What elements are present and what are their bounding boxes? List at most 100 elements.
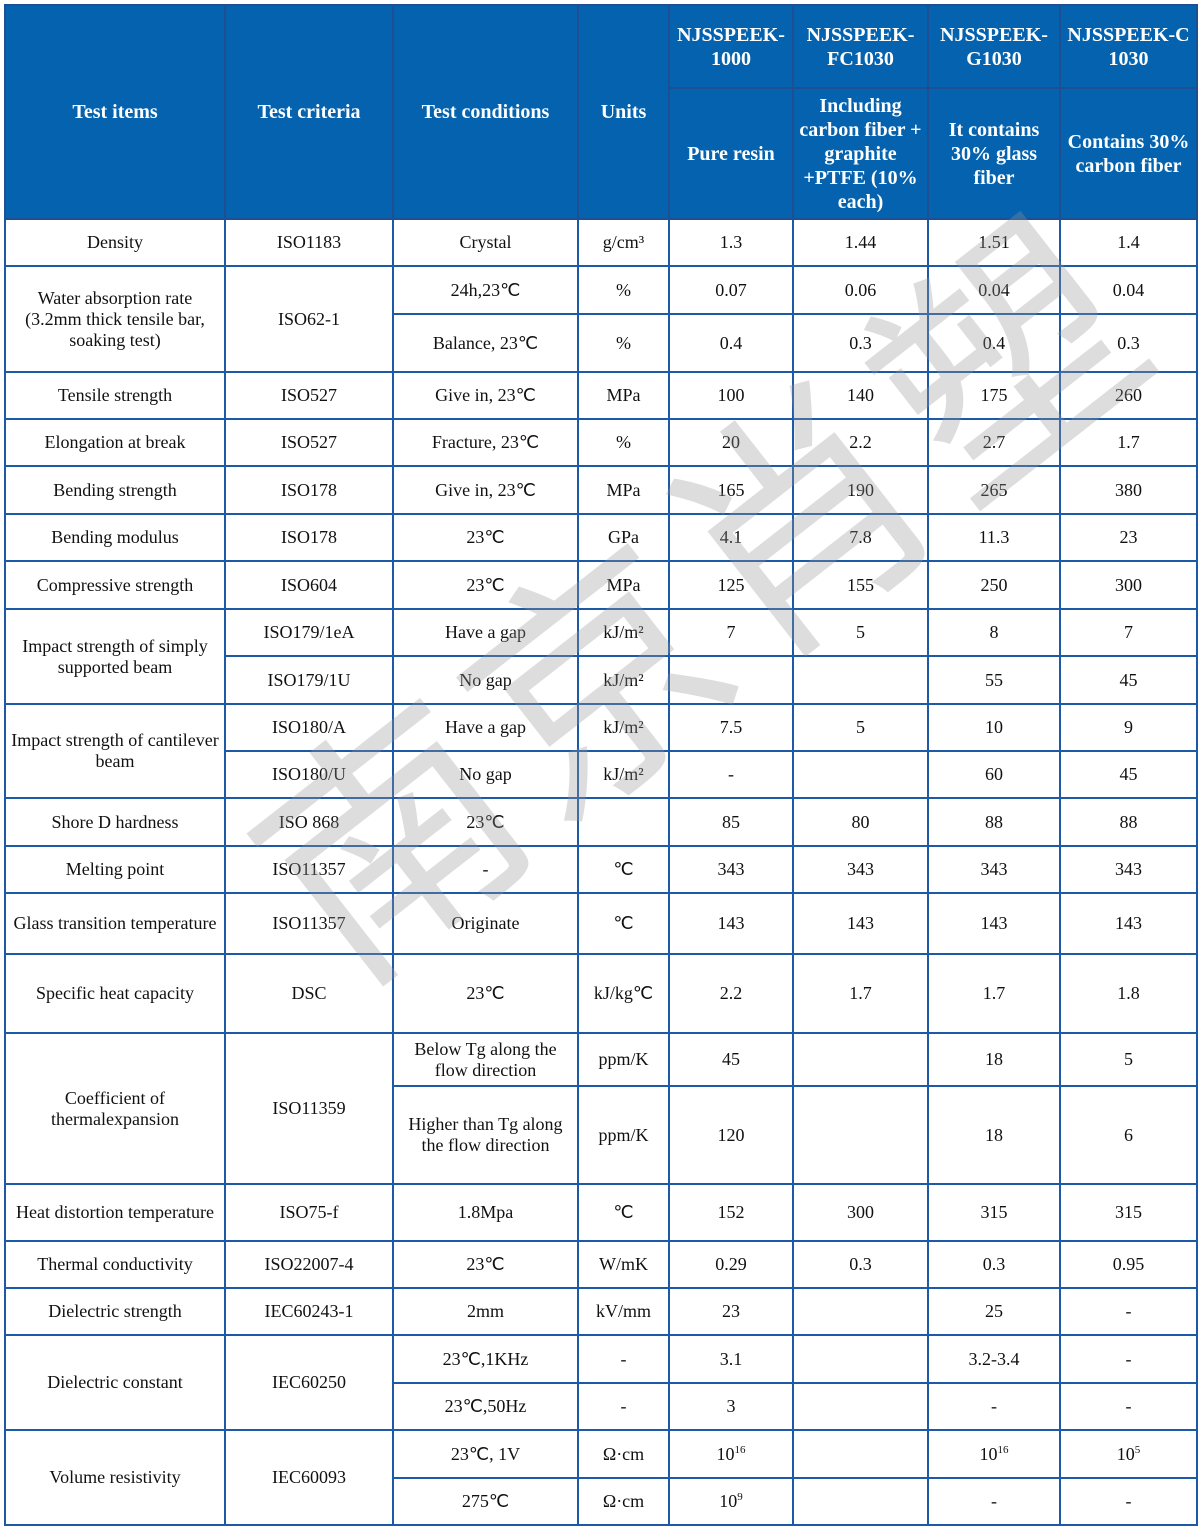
cell-text: 7 — [726, 622, 736, 642]
table-cell: 175 — [927, 371, 1061, 420]
table-cell: ISO178 — [224, 465, 394, 515]
cell-text: ISO75-f — [279, 1202, 339, 1222]
table-cell: Dielectric constant — [4, 1334, 226, 1431]
table-cell: % — [577, 418, 670, 467]
cell-text: Bending modulus — [51, 527, 179, 547]
cell-text: 300 — [1115, 574, 1142, 595]
cell-text: 9 — [1124, 717, 1133, 737]
table-cell: W/mK — [577, 1240, 670, 1289]
cell-text: 45 — [1119, 669, 1138, 690]
cell-text: kJ/m² — [603, 622, 644, 642]
table-cell: - — [392, 845, 579, 894]
table-cell: 85 — [668, 797, 794, 847]
table-cell: 9 — [1059, 703, 1198, 752]
table-cell: 60 — [927, 750, 1061, 799]
table-row: Water absorption rate (3.2mm thick tensi… — [4, 265, 1198, 373]
table-cell: Ω·cm — [577, 1477, 670, 1526]
table-cell: 88 — [1059, 797, 1198, 847]
table-cell: ℃ — [577, 1183, 670, 1242]
cell-text: Heat distortion temperature — [16, 1202, 214, 1222]
table-cell: 0.29 — [668, 1240, 794, 1289]
table-cell: 23℃ — [392, 560, 579, 610]
table-cell: 7 — [1059, 608, 1198, 657]
table-cell: Glass transition temperature — [4, 892, 226, 955]
cell-text: - — [1125, 1491, 1132, 1511]
table-cell: Elongation at break — [4, 418, 226, 467]
table-cell: MPa — [577, 465, 670, 515]
table-row: Bending modulus ISO178 23℃ GPa 4.1 7.8 11.3 23 — [4, 513, 1198, 562]
cell-text: kJ/kg℃ — [593, 983, 654, 1003]
table-row: Elongation at break ISO527 Fracture, 23℃% 2… — [4, 418, 1198, 467]
table-row: Coefficient of thermalexpansion ISO11359 B… — [4, 1032, 1198, 1185]
cell-text: Shore D hardness — [51, 811, 179, 832]
table-cell: 1016 — [927, 1429, 1061, 1479]
table-cell — [577, 797, 670, 847]
table-cell: GPa — [577, 513, 670, 562]
table-cell: 23℃ — [392, 797, 579, 847]
cell-text: No gap — [459, 764, 512, 784]
cell-text: 125 — [717, 574, 745, 595]
table-cell: 275℃ — [392, 1477, 579, 1526]
table-cell: 0.3 — [927, 1240, 1061, 1289]
cell-text: 10 — [1116, 1443, 1135, 1464]
table-body: Density ISO1183 Crystal g/cm³ 1.3 1.44 1.51 1.4… — [4, 218, 1198, 1526]
table-cell: 1.7 — [792, 953, 929, 1034]
cell-text: 23℃, 1V — [450, 1443, 521, 1464]
table-cell: 152 — [668, 1183, 794, 1242]
cell-text: Below Tg along the flow direction — [414, 1038, 557, 1080]
cell-text: DSC — [291, 983, 327, 1003]
header-product-desc: Including carbon fiber + graphite +PTFE … — [792, 87, 929, 220]
cell-text: Have a gap — [445, 717, 526, 737]
cell-text: 190 — [847, 479, 874, 500]
cell-text: ISO178 — [280, 527, 337, 547]
cell-text: 0.3 — [1117, 332, 1140, 353]
table-cell: - — [1059, 1382, 1198, 1431]
cell-text: 3.1 — [719, 1348, 743, 1369]
cell-text: ISO179/1eA — [263, 622, 355, 642]
cell-text: - — [991, 1491, 997, 1511]
table-cell: Give in, 23℃ — [392, 465, 579, 515]
cell-text: kJ/m² — [603, 669, 644, 690]
table-cell: - — [1059, 1287, 1198, 1336]
cell-text: g/cm³ — [602, 232, 645, 252]
table-row: 275℃ Ω·cm 109 - - — [5, 1477, 1198, 1526]
cell-text: 1.7 — [849, 983, 872, 1003]
table-row: Melting point ISO11357 - ℃ 343 343 343 343 — [4, 845, 1198, 894]
cell-text: Bending strength — [53, 479, 177, 500]
cell-text: - — [620, 1348, 627, 1369]
cell-text: ISO11357 — [272, 859, 346, 879]
table-cell: Higher than Tg along the flow direction — [392, 1085, 579, 1185]
table-cell: ℃ — [577, 892, 670, 955]
cell-text: ISO527 — [280, 432, 337, 452]
cell-text: Volume resistivity — [49, 1467, 181, 1487]
table-cell: 4.1 — [668, 513, 794, 562]
table-cell: 7 — [668, 608, 794, 657]
table-cell: Give in, 23℃ — [392, 371, 579, 420]
cell-exponent: 9 — [737, 1491, 743, 1503]
cell-text: Tensile strength — [57, 385, 173, 405]
table-cell: 2.7 — [927, 418, 1061, 467]
cell-text: MPa — [606, 479, 641, 500]
table-cell: 315 — [927, 1183, 1061, 1242]
table-cell: DSC — [224, 953, 394, 1034]
cell-text: 0.4 — [719, 332, 743, 353]
cell-exponent: 16 — [734, 1443, 746, 1456]
table-cell: ISO179/1eA — [224, 608, 394, 657]
table-cell — [792, 1032, 929, 1087]
cell-text: - — [482, 859, 489, 879]
table-cell: 0.04 — [927, 265, 1061, 315]
cell-text: 18 — [985, 1124, 1003, 1145]
table-cell: ISO 868 — [224, 797, 394, 847]
cell-text: ISO604 — [280, 574, 337, 595]
cell-text: 0.3 — [849, 1254, 872, 1274]
table-cell: 2.2 — [668, 953, 794, 1034]
cell-text: Coefficient of thermalexpansion — [51, 1087, 179, 1129]
cell-text: 143 — [1115, 913, 1142, 933]
cell-text: 5 — [856, 717, 865, 737]
header-product-name: NJSSPEEK-G1030 — [927, 4, 1061, 89]
cell-text: W/mK — [599, 1254, 648, 1274]
table-cell: Coefficient of thermalexpansion — [4, 1032, 226, 1185]
cell-text: 0.3 — [982, 1254, 1006, 1274]
table-cell: 23℃ — [392, 513, 579, 562]
cell-text: 1.51 — [978, 232, 1010, 252]
